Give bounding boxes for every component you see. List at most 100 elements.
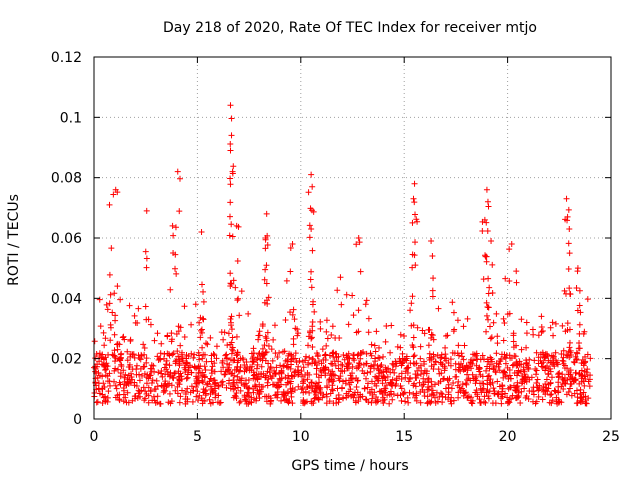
data-point — [211, 368, 218, 375]
data-point — [280, 391, 287, 398]
data-point — [154, 393, 161, 400]
data-point — [101, 342, 108, 349]
data-point — [338, 301, 345, 308]
data-point — [542, 380, 549, 387]
data-point — [154, 383, 161, 390]
data-point — [397, 382, 404, 389]
y-tick-label: 0 — [73, 412, 82, 428]
data-point — [287, 268, 294, 275]
data-point — [411, 252, 418, 259]
data-point — [500, 315, 507, 322]
data-point — [135, 390, 142, 397]
data-point — [498, 351, 505, 358]
data-point — [229, 170, 236, 177]
data-point — [103, 301, 110, 308]
data-point — [141, 344, 148, 351]
data-point — [412, 211, 419, 218]
data-point — [372, 348, 379, 355]
data-point — [267, 400, 274, 407]
data-point — [199, 377, 206, 384]
data-point — [538, 313, 545, 320]
data-point — [483, 389, 490, 396]
data-point — [346, 388, 353, 395]
data-point — [115, 366, 122, 373]
data-point — [264, 379, 271, 386]
data-point — [551, 363, 558, 370]
data-point — [478, 389, 485, 396]
data-point — [509, 392, 516, 399]
data-point — [227, 175, 234, 182]
data-point — [265, 376, 272, 383]
data-point — [166, 390, 173, 397]
data-point — [368, 386, 375, 393]
data-point — [573, 369, 580, 376]
data-point — [172, 224, 179, 231]
data-point — [479, 227, 486, 234]
data-point — [241, 368, 248, 375]
data-point — [351, 389, 358, 396]
data-point — [125, 364, 132, 371]
data-point — [261, 351, 268, 358]
data-point — [198, 228, 205, 235]
data-point — [438, 354, 445, 361]
data-point — [581, 353, 588, 360]
data-point — [109, 309, 116, 316]
data-point — [505, 375, 512, 382]
data-point — [582, 396, 589, 403]
data-point — [117, 381, 124, 388]
data-point — [224, 342, 231, 349]
data-point — [165, 399, 172, 406]
data-point — [360, 348, 367, 355]
data-point — [150, 362, 157, 369]
data-point — [376, 355, 383, 362]
data-point — [331, 372, 338, 379]
data-point — [241, 381, 248, 388]
data-point — [167, 286, 174, 293]
data-point — [258, 370, 265, 377]
data-point — [328, 332, 335, 339]
data-point — [451, 326, 458, 333]
data-point — [454, 382, 461, 389]
data-point — [547, 391, 554, 398]
data-point — [300, 377, 307, 384]
data-point — [172, 387, 179, 394]
data-point — [323, 342, 330, 349]
data-point — [191, 351, 198, 358]
data-point — [441, 367, 448, 374]
data-point — [259, 355, 266, 362]
data-point — [493, 360, 500, 367]
data-point — [94, 374, 101, 381]
data-point — [133, 362, 140, 369]
data-point — [431, 381, 438, 388]
data-point — [417, 355, 424, 362]
data-point — [329, 368, 336, 375]
data-point — [248, 350, 255, 357]
data-point — [414, 218, 421, 225]
data-point — [365, 315, 372, 322]
data-point — [173, 357, 180, 364]
data-point — [195, 397, 202, 404]
data-point — [199, 281, 206, 288]
data-point — [566, 339, 573, 346]
data-point — [131, 312, 138, 319]
data-point — [381, 385, 388, 392]
data-point — [455, 342, 462, 349]
data-point — [136, 393, 143, 400]
data-point — [437, 390, 444, 397]
data-point — [537, 357, 544, 364]
data-point — [124, 348, 131, 355]
data-point — [104, 378, 111, 385]
data-point — [483, 299, 490, 306]
data-point — [324, 335, 331, 342]
data-point — [133, 366, 140, 373]
data-point — [94, 361, 101, 368]
data-point — [188, 369, 195, 376]
data-point — [449, 299, 456, 306]
y-tick-label: 0.02 — [51, 352, 82, 368]
data-point — [254, 387, 261, 394]
data-point — [495, 363, 502, 370]
data-point — [199, 344, 206, 351]
data-point — [264, 368, 271, 375]
data-point — [398, 362, 405, 369]
data-point — [383, 368, 390, 375]
